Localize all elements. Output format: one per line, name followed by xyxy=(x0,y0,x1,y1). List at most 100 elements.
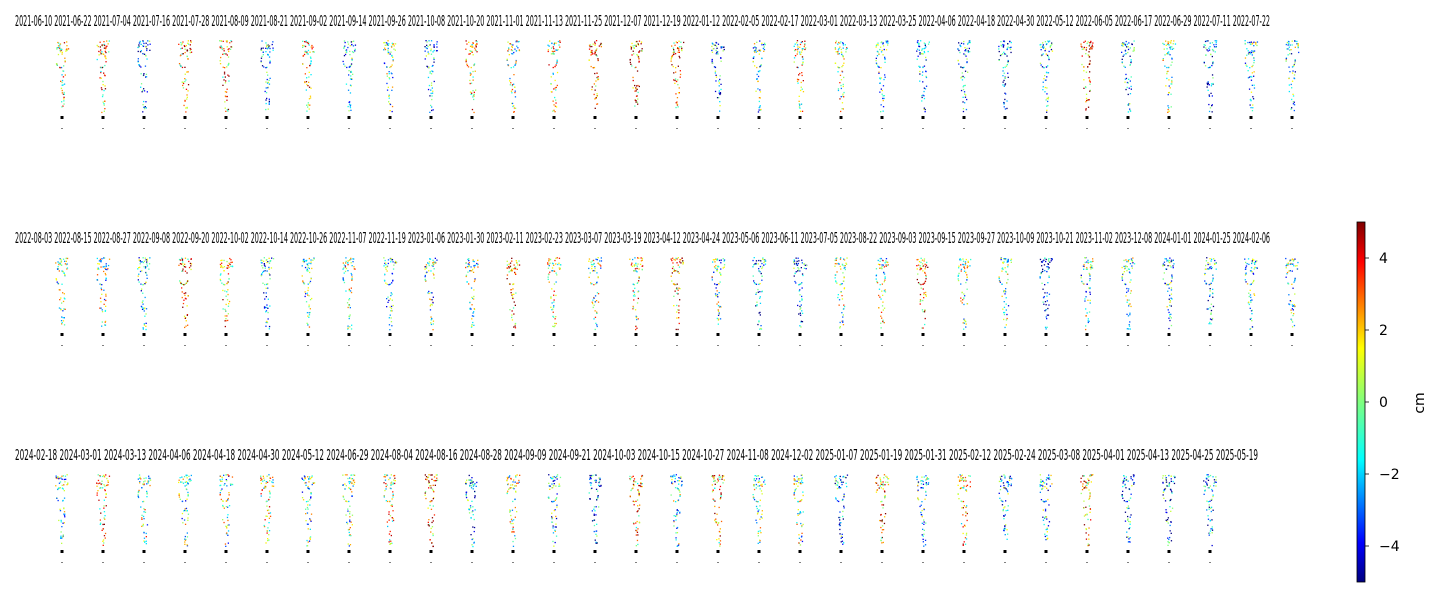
point xyxy=(963,91,966,93)
point xyxy=(927,266,929,268)
point xyxy=(140,290,142,292)
point xyxy=(962,322,964,324)
point xyxy=(840,257,842,259)
point xyxy=(102,94,104,96)
point xyxy=(712,43,714,45)
point xyxy=(514,91,516,94)
point xyxy=(183,45,185,47)
point xyxy=(187,71,189,73)
point xyxy=(547,278,549,280)
point xyxy=(343,55,346,57)
point xyxy=(1080,43,1082,45)
point xyxy=(430,73,433,75)
point xyxy=(63,511,66,513)
point xyxy=(310,87,312,89)
point xyxy=(514,48,516,50)
point xyxy=(632,283,634,285)
point xyxy=(754,46,756,48)
point xyxy=(148,477,150,479)
point xyxy=(837,71,839,73)
point xyxy=(1091,266,1093,269)
point xyxy=(1248,295,1250,298)
point xyxy=(1255,43,1257,45)
point xyxy=(554,96,556,99)
point xyxy=(62,258,65,260)
point xyxy=(1004,98,1006,101)
point xyxy=(102,128,104,129)
point xyxy=(179,55,182,57)
point xyxy=(227,474,229,476)
point xyxy=(797,82,799,84)
point xyxy=(758,283,760,285)
point xyxy=(844,265,846,267)
point xyxy=(104,515,106,517)
point xyxy=(959,258,961,260)
point xyxy=(190,48,192,50)
point xyxy=(59,299,61,301)
point xyxy=(639,263,642,265)
point xyxy=(753,282,756,284)
point xyxy=(1169,261,1171,264)
point xyxy=(269,480,271,482)
point xyxy=(916,58,918,60)
reference-marker xyxy=(183,116,187,119)
point xyxy=(716,53,718,55)
point xyxy=(883,48,885,51)
point xyxy=(1085,49,1087,51)
point xyxy=(1127,128,1129,129)
point xyxy=(388,95,390,97)
point xyxy=(183,315,186,317)
point xyxy=(260,479,262,481)
point xyxy=(186,498,188,500)
point xyxy=(470,93,472,95)
point xyxy=(1003,318,1005,321)
point xyxy=(1045,345,1047,346)
point xyxy=(267,539,269,542)
point xyxy=(426,47,428,50)
point xyxy=(268,266,270,269)
tile-1-21 xyxy=(875,40,889,129)
point xyxy=(184,541,186,543)
reference-marker xyxy=(60,116,64,119)
point xyxy=(466,479,468,481)
point xyxy=(967,265,969,268)
point xyxy=(1170,293,1173,295)
point xyxy=(881,290,883,292)
point xyxy=(588,267,590,270)
point xyxy=(390,487,392,490)
point xyxy=(392,59,394,61)
point xyxy=(1045,258,1047,261)
point xyxy=(265,321,267,324)
point xyxy=(1121,277,1123,280)
point xyxy=(633,53,635,55)
point xyxy=(354,268,356,270)
point xyxy=(875,275,877,277)
point xyxy=(1090,268,1092,270)
point xyxy=(60,535,62,537)
point xyxy=(1251,51,1253,54)
tile-1-31 xyxy=(1285,40,1300,129)
point xyxy=(842,321,844,323)
point xyxy=(1291,270,1293,272)
point xyxy=(1253,50,1256,52)
point xyxy=(918,42,920,45)
point xyxy=(842,320,844,322)
point xyxy=(958,42,960,44)
point xyxy=(1204,65,1207,67)
point xyxy=(428,474,430,476)
point xyxy=(302,63,304,65)
point xyxy=(220,489,222,492)
point xyxy=(392,44,394,46)
point xyxy=(964,295,966,297)
point xyxy=(1163,272,1165,274)
point xyxy=(1004,128,1006,129)
point xyxy=(1297,261,1299,264)
point xyxy=(354,50,356,52)
point xyxy=(140,261,142,263)
reference-marker xyxy=(1085,116,1089,119)
point xyxy=(923,297,925,299)
point xyxy=(1170,313,1172,315)
point xyxy=(884,58,886,61)
point xyxy=(758,259,760,262)
point xyxy=(552,315,554,318)
